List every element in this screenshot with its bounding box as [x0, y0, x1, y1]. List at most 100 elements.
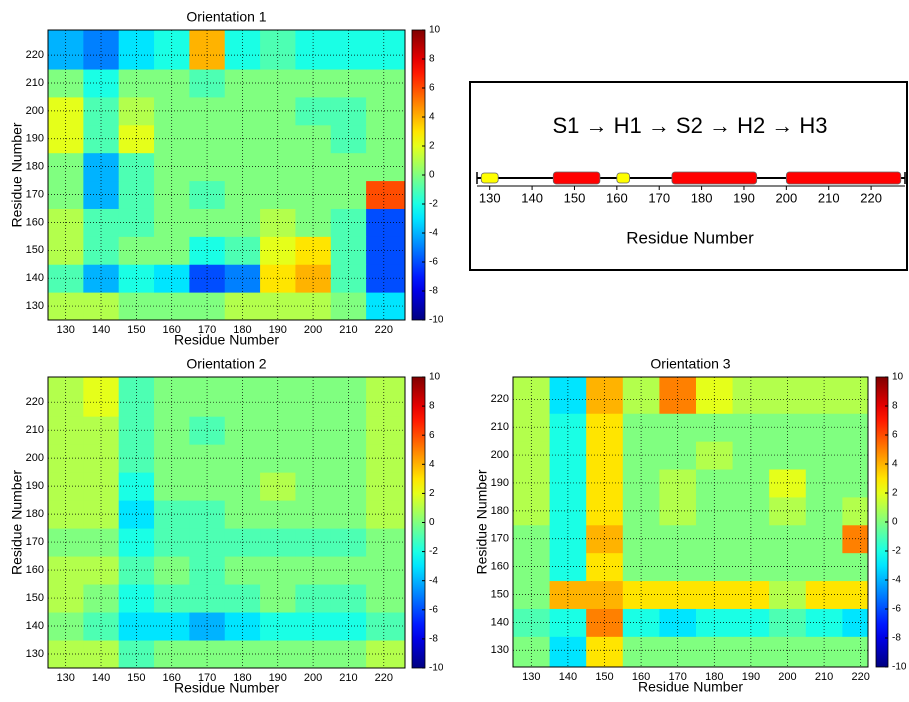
- y-tick-label: 190: [26, 133, 44, 145]
- colorbar-tick-label: -10: [892, 662, 907, 673]
- y-axis-label: Residue Number: [9, 122, 25, 227]
- heat-cell: [118, 152, 155, 182]
- heat-cell: [295, 264, 332, 293]
- x-tick-label: 150: [127, 672, 145, 684]
- colorbar-tick-label: -2: [892, 546, 901, 557]
- heat-cell: [586, 496, 624, 526]
- colorbar-tick-label: -10: [429, 663, 444, 674]
- heat-cell: [224, 69, 261, 98]
- x-tick-label: 170: [669, 671, 687, 683]
- heat-cell: [260, 584, 296, 613]
- x-tick-label: 170: [198, 324, 216, 336]
- heat-cell: [622, 580, 660, 609]
- x-tick-label: 140: [521, 190, 543, 205]
- structure-element: [616, 172, 630, 184]
- y-tick-label: 130: [26, 648, 44, 660]
- heat-cell: [295, 152, 332, 182]
- x-tick-label: 160: [632, 671, 650, 683]
- colorbar-tick-label: 0: [892, 517, 898, 528]
- heat-cell: [224, 236, 261, 265]
- x-tick-label: 150: [595, 671, 613, 683]
- heat-cell: [366, 30, 406, 70]
- heat-cell: [83, 152, 120, 182]
- x-axis-label: Residue Number: [174, 332, 279, 348]
- y-tick-label: 220: [26, 396, 44, 408]
- heat-cell: [83, 416, 120, 445]
- x-tick-label: 220: [375, 672, 393, 684]
- heat-cell: [842, 636, 869, 668]
- y-tick-label: 160: [26, 216, 44, 228]
- colorbar-tick-label: 0: [429, 517, 435, 528]
- structure-element: [785, 171, 902, 185]
- colorbar-tick-label: 0: [429, 170, 435, 181]
- y-tick-label: 180: [491, 505, 509, 517]
- x-tick-label: 190: [742, 671, 760, 683]
- colorbar-tick-label: 10: [892, 372, 904, 383]
- heat-cell: [769, 496, 807, 526]
- colorbar-tick-label: -4: [429, 575, 438, 586]
- y-tick-label: 130: [491, 644, 509, 656]
- y-tick-label: 190: [26, 480, 44, 492]
- heat-cell: [48, 584, 84, 613]
- heat-cell: [260, 416, 296, 445]
- heat-cell: [118, 416, 155, 445]
- x-tick-label: 190: [269, 324, 287, 336]
- x-tick-label: 200: [304, 324, 322, 336]
- heat-cell: [118, 236, 155, 265]
- colorbar-tick-label: -8: [892, 633, 901, 644]
- x-axis-label: Residue Number: [174, 680, 279, 696]
- colorbar-tick-label: -4: [892, 575, 901, 586]
- x-axis-label: Residue Number: [638, 679, 743, 695]
- heat-cell: [83, 264, 120, 293]
- heat-cell: [118, 264, 155, 293]
- colorbar-tick-label: 6: [892, 430, 898, 441]
- x-tick-label: 210: [339, 324, 357, 336]
- x-tick-label: 200: [778, 671, 796, 683]
- heat-cell: [118, 584, 155, 613]
- y-tick-label: 210: [26, 77, 44, 89]
- y-tick-label: 180: [26, 161, 44, 173]
- x-tick-label: 180: [691, 190, 713, 205]
- x-tick-label: 180: [705, 671, 723, 683]
- y-tick-label: 200: [26, 105, 44, 117]
- x-tick-label: 180: [233, 672, 251, 684]
- heat-cell: [586, 413, 624, 442]
- y-tick-label: 220: [26, 49, 44, 61]
- heat-cell: [295, 236, 332, 265]
- x-tick-label: 130: [56, 672, 74, 684]
- heat-cell: [83, 500, 120, 529]
- plot-frame: [47, 376, 406, 669]
- x-tick-label: 130: [56, 324, 74, 336]
- structure-element: [480, 172, 499, 184]
- heat-cell: [295, 416, 332, 445]
- chart-title: Orientation 3: [650, 356, 730, 372]
- heat-cell: [48, 416, 84, 445]
- x-tick-label: 190: [733, 190, 755, 205]
- colorbar-tick-label: -10: [429, 315, 444, 326]
- x-tick-label: 160: [163, 324, 181, 336]
- heat-cell: [83, 69, 120, 98]
- x-tick-label: 200: [775, 190, 797, 205]
- x-tick-label: 150: [127, 324, 145, 336]
- diagram-x-label: Residue Number: [626, 228, 754, 247]
- y-tick-label: 210: [26, 424, 44, 436]
- heat-cell: [224, 584, 261, 613]
- x-tick-label: 140: [92, 672, 110, 684]
- heat-cell: [260, 500, 296, 529]
- heat-cell: [48, 500, 84, 529]
- x-tick-label: 150: [564, 190, 586, 205]
- y-tick-label: 150: [26, 592, 44, 604]
- heat-cell: [224, 416, 261, 445]
- x-tick-label: 220: [375, 324, 393, 336]
- heat-cell: [83, 584, 120, 613]
- y-tick-label: 140: [26, 272, 44, 284]
- heat-cell: [805, 580, 843, 609]
- structure-element: [671, 171, 758, 185]
- x-tick-label: 210: [818, 190, 840, 205]
- colorbar-tick-label: 4: [429, 112, 435, 123]
- colorbar-tick-label: 8: [892, 401, 898, 412]
- colorbar-tick-label: 2: [429, 141, 435, 152]
- heat-cell: [224, 264, 261, 293]
- y-tick-label: 170: [491, 533, 509, 545]
- colorbar-tick-label: -4: [429, 228, 438, 239]
